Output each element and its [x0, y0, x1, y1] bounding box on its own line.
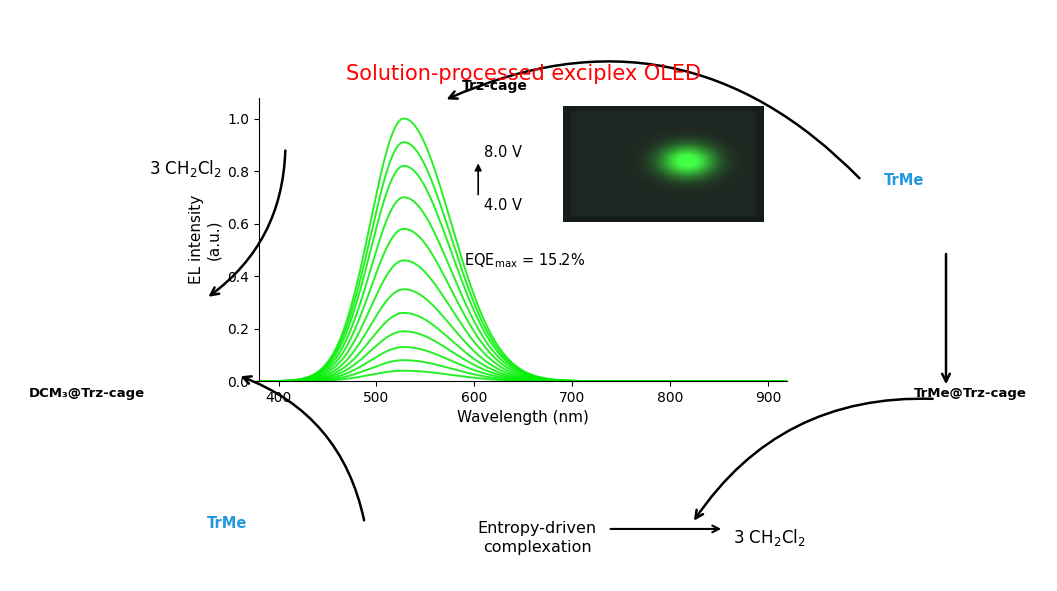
- Text: Solution-processed exciplex OLED: Solution-processed exciplex OLED: [346, 64, 701, 84]
- Text: 3 CH$_2$Cl$_2$: 3 CH$_2$Cl$_2$: [734, 527, 805, 548]
- Y-axis label: EL intensity
(a.u.): EL intensity (a.u.): [189, 194, 222, 284]
- Text: Entropy-driven
complexation: Entropy-driven complexation: [478, 521, 596, 554]
- Text: 3 CH$_2$Cl$_2$: 3 CH$_2$Cl$_2$: [149, 158, 221, 179]
- Text: TrMe: TrMe: [884, 173, 924, 188]
- Text: EQE$_{\rm max}$ = 15.2%: EQE$_{\rm max}$ = 15.2%: [464, 251, 586, 269]
- Text: DCM₃@Trz-cage: DCM₃@Trz-cage: [29, 387, 145, 400]
- Text: 4.0 V: 4.0 V: [484, 198, 522, 213]
- Text: 8.0 V: 8.0 V: [484, 145, 522, 160]
- X-axis label: Wavelength (nm): Wavelength (nm): [458, 411, 589, 426]
- Text: TrMe@Trz-cage: TrMe@Trz-cage: [914, 387, 1026, 400]
- Text: TrMe: TrMe: [207, 515, 247, 531]
- Text: Trz-cage: Trz-cage: [462, 79, 527, 93]
